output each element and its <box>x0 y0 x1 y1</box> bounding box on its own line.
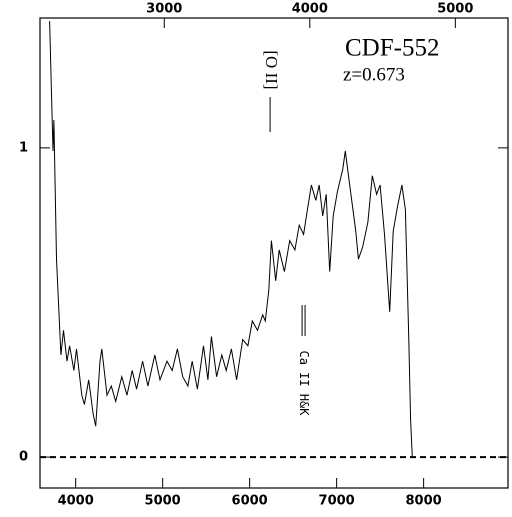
chart-subtitle: z=0.673 <box>343 64 405 85</box>
x-tick-label: 6000 <box>232 494 268 509</box>
x2-tick-label: 3000 <box>146 2 182 17</box>
spectrum-line <box>49 21 413 458</box>
x-tick-label: 4000 <box>58 494 94 509</box>
y-tick-label: 0 <box>19 450 28 465</box>
plot-frame <box>39 17 509 489</box>
x2-tick-label: 5000 <box>437 2 473 17</box>
oii-label: [O II] <box>262 50 281 89</box>
x-tick-label: 8000 <box>406 494 442 509</box>
x2-tick-label: 4000 <box>292 2 328 17</box>
cak-label: Ca II H&K <box>297 350 311 416</box>
x-tick-label: 5000 <box>145 494 181 509</box>
y-tick-label: 1 <box>19 140 28 155</box>
x-tick-label: 7000 <box>319 494 355 509</box>
chart-title: CDF-552 <box>345 35 439 62</box>
